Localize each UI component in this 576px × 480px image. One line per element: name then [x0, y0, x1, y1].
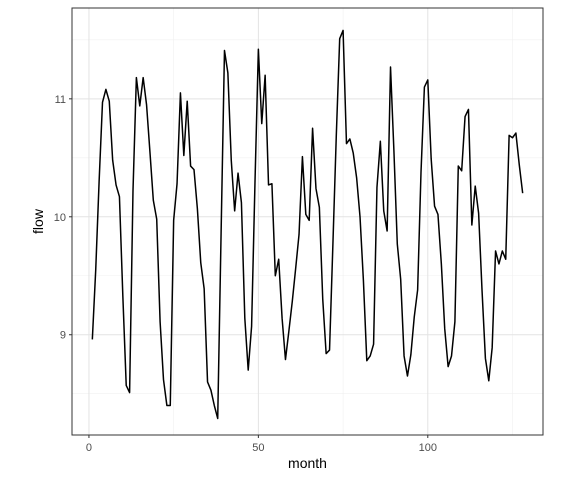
y-axis-title: flow — [30, 208, 46, 234]
x-tick-label: 100 — [419, 442, 437, 454]
panel-background — [72, 8, 543, 435]
major-gridlines — [72, 8, 543, 435]
minor-gridlines — [72, 8, 543, 435]
x-tick-label: 0 — [86, 442, 92, 454]
flow-series-line — [91, 29, 524, 420]
y-axis: 9 10 11 — [54, 94, 72, 342]
x-axis-title: month — [288, 455, 327, 471]
y-tick-label: 11 — [55, 94, 66, 106]
x-tick-label: 50 — [252, 442, 264, 454]
y-tick-label: 10 — [54, 212, 66, 224]
panel-border — [71, 7, 544, 436]
x-axis: 0 50 100 — [86, 435, 437, 454]
y-tick-label: 9 — [60, 330, 66, 342]
plot-panel — [71, 7, 544, 436]
